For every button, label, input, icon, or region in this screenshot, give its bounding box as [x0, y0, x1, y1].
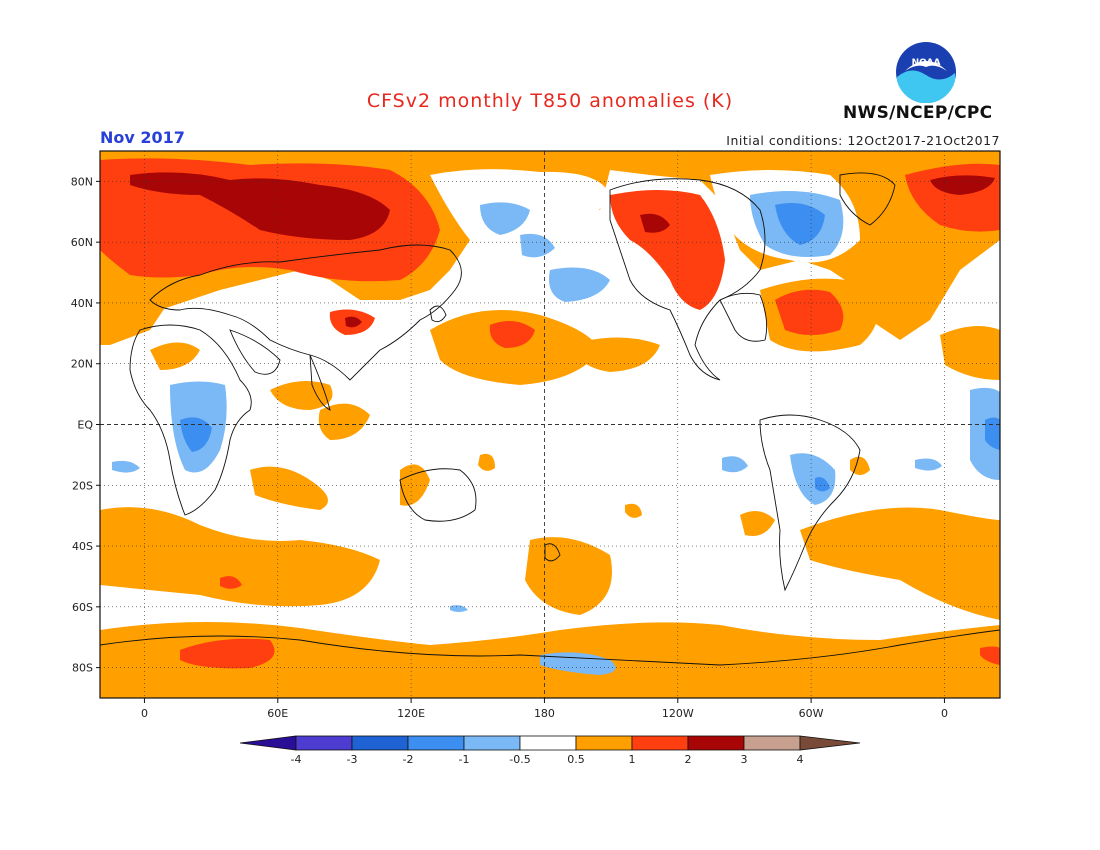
colorbar-swatch: [351, 735, 409, 751]
latitude-labels: 80N 60N 40N 20N EQ 20S 40S 60S 80S: [71, 175, 100, 675]
lon-label: 180: [534, 707, 555, 720]
colorbar-swatch: [743, 735, 801, 751]
lon-label: 120E: [397, 707, 425, 720]
colorbar-swatch: [407, 735, 465, 751]
cold-anomaly-moderate: [180, 202, 1000, 492]
lat-label: 80S: [72, 662, 93, 675]
forecast-month: Nov 2017: [100, 128, 185, 147]
agency-label: NWS/NCEP/CPC: [843, 103, 993, 123]
colorbar-arrow-high: [799, 735, 861, 751]
lon-label: 60W: [799, 707, 824, 720]
initial-conditions: Initial conditions: 12Oct2017-21Oct2017: [726, 133, 1000, 148]
colorbar-swatch: [631, 735, 689, 751]
colorbar-label: 2: [685, 753, 692, 766]
colorbar-swatch: [519, 735, 577, 751]
lat-label: 40N: [71, 297, 93, 310]
colorbar-arrow-low: [239, 735, 297, 751]
colorbar-label: -1: [459, 753, 470, 766]
colorbar-label: -3: [347, 753, 358, 766]
longitude-labels: 0 60E 120E 180 120W 60W 0: [141, 698, 948, 720]
lon-label: 120W: [662, 707, 694, 720]
lat-label: 60N: [71, 236, 93, 249]
lon-label: 0: [141, 707, 148, 720]
lat-lon-grid: [100, 151, 1000, 698]
colorbar-swatch: [463, 735, 521, 751]
lat-label: 40S: [72, 540, 93, 553]
colorbar-label: 3: [741, 753, 748, 766]
noaa-logo-icon: NOAA: [896, 42, 956, 103]
lat-label: 60S: [72, 601, 93, 614]
colorbar-swatch: [687, 735, 745, 751]
coastlines: [100, 172, 1000, 666]
colorbar-label: 0.5: [567, 753, 585, 766]
colorbar-label: -0.5: [509, 753, 530, 766]
lon-label: 60E: [267, 707, 288, 720]
lon-label: 0: [941, 707, 948, 720]
colorbar-swatch: [295, 735, 353, 751]
lat-label: 20N: [71, 358, 93, 371]
warm-anomaly-strong: [130, 172, 995, 328]
colorbar-swatch: [575, 735, 633, 751]
lat-label: 20S: [72, 479, 93, 492]
lat-label: EQ: [77, 419, 93, 432]
colorbar-label: -4: [291, 753, 302, 766]
colorbar-label: -2: [403, 753, 414, 766]
colorbar: -4 -3 -2 -1 -0.5 0.5 1 2 3 4: [239, 735, 861, 766]
colorbar-label: 1: [629, 753, 636, 766]
colorbar-label: 4: [797, 753, 804, 766]
lat-label: 80N: [71, 175, 93, 188]
map-title: CFSv2 monthly T850 anomalies (K): [366, 90, 734, 112]
map-field: [100, 151, 1000, 698]
logo-text: NOAA: [912, 58, 941, 68]
